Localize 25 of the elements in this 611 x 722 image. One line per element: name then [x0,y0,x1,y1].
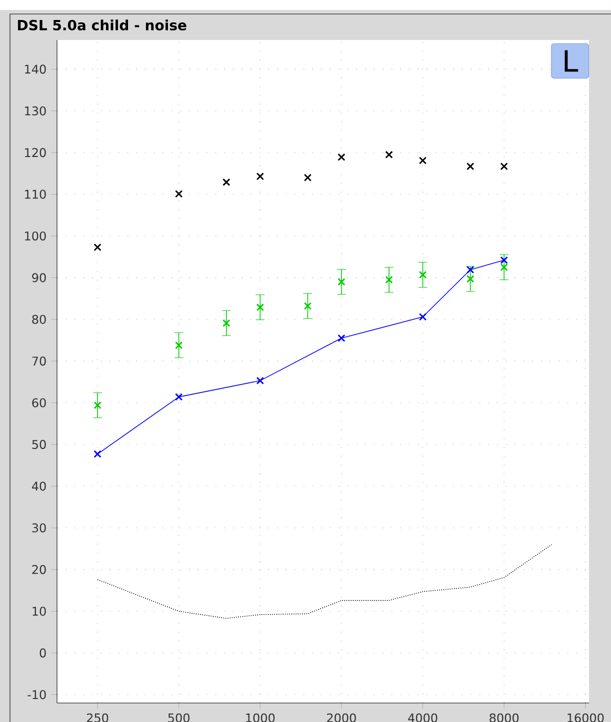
x-tick-label: 500 [168,713,190,722]
y-tick-label: 120 [25,148,46,158]
y-tick-label: 80 [32,314,46,324]
x-tick-label: 8000 [490,713,519,722]
x-tick-label: 16000 [568,713,604,722]
y-tick-label: 60 [32,398,46,408]
y-tick-label: 50 [32,440,46,449]
y-tick-label: 10 [32,606,46,616]
x-tick-label: 2000 [327,713,356,722]
y-tick-label: 0 [40,648,46,658]
x-tick-label: 4000 [408,713,438,722]
y-tick-label: 30 [32,523,46,532]
y-tick-label: 90 [32,273,46,282]
y-tick-label: 70 [32,356,46,366]
y-tick-label: -10 [28,690,46,700]
y-tick-label: 20 [32,565,46,574]
y-tick-label: 140 [25,64,46,74]
x-tick-label: 1000 [246,713,275,722]
y-tick-label: 40 [32,482,46,491]
chart-title: DSL 5.0a child - noise [18,20,186,30]
y-tick-label: 100 [25,231,46,241]
y-tick-label: 110 [25,190,46,199]
y-tick-label: 130 [25,106,46,116]
x-tick-label: 250 [86,713,108,722]
annotation: L [564,50,578,72]
